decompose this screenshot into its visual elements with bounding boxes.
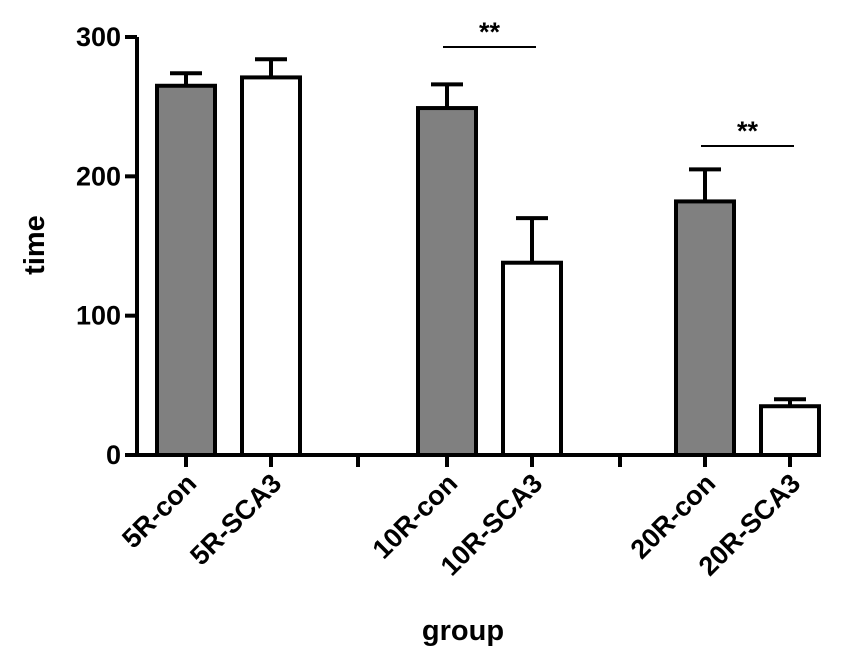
y-axis-ticks: 0 100 200 300 [76, 22, 137, 470]
bar-10r-con [416, 106, 478, 457]
bar-20r-sca3 [759, 404, 821, 458]
y-tick-label: 200 [76, 161, 121, 191]
y-tick-label: 100 [76, 301, 121, 331]
x-axis-label: group [422, 615, 504, 647]
y-axis-label: time [19, 215, 51, 275]
bars [155, 75, 821, 458]
bar-5r-con [155, 83, 217, 458]
bar-10r-sca3 [501, 260, 563, 457]
y-tick-label: 0 [106, 440, 121, 470]
bar-20r-con [674, 199, 736, 457]
x-tick-label: 5R-con [116, 468, 202, 554]
significance-label: ** [737, 116, 759, 146]
bar-5r-sca3 [240, 75, 302, 457]
y-tick-label: 300 [76, 22, 121, 52]
error-bars [170, 57, 806, 407]
significance-markers: ** ** [443, 17, 794, 147]
significance-label: ** [479, 17, 501, 47]
x-tick-label: 5R-SCA3 [184, 468, 287, 571]
